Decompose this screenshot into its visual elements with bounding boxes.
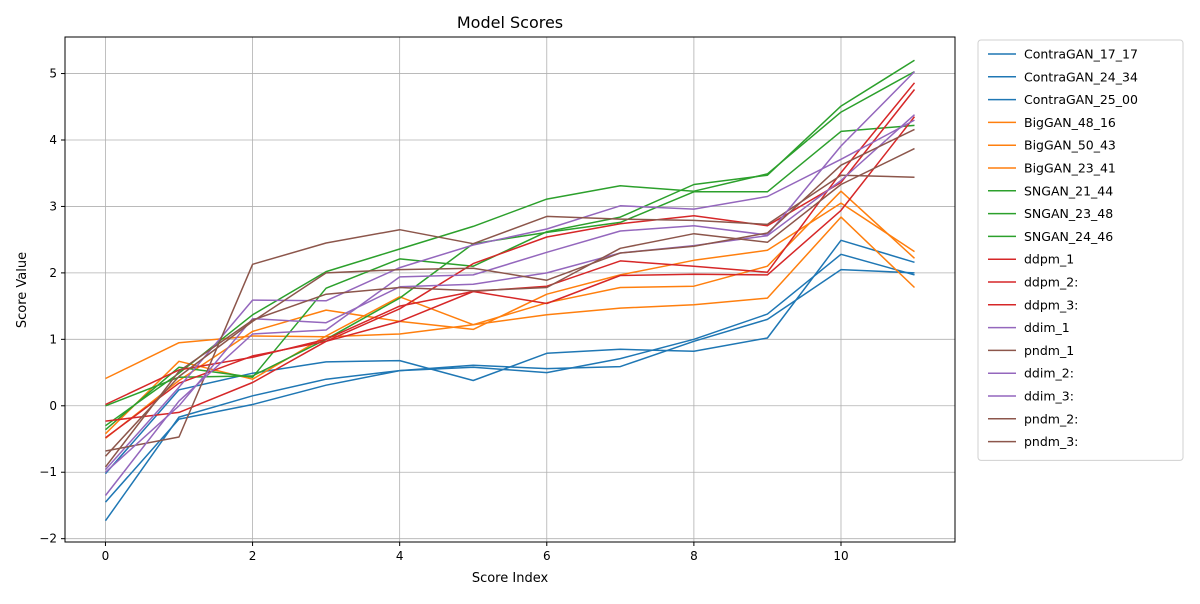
series-line-sngan-23-48 <box>105 70 915 427</box>
legend-label: SNGAN_24_46 <box>1024 229 1113 244</box>
legend-item: BigGAN_48_16 <box>988 115 1116 130</box>
legend-item: SNGAN_21_44 <box>988 183 1113 198</box>
legend-label: ContraGAN_25_00 <box>1024 92 1138 107</box>
plot-area-frame <box>64 36 956 543</box>
x-tick-label: 8 <box>690 549 698 563</box>
x-tick-label: 6 <box>543 549 551 563</box>
y-tick-label: 4 <box>49 133 57 147</box>
legend-label: ddim_2: <box>1024 366 1074 381</box>
legend-item: ddpm_2: <box>988 275 1078 290</box>
x-tick-label: 2 <box>249 549 257 563</box>
y-tick-label: 1 <box>49 332 57 346</box>
y-tick-label: 3 <box>49 199 57 213</box>
legend-label: pndm_3: <box>1024 434 1078 449</box>
legend-label: ddpm_2: <box>1024 275 1078 290</box>
legend-item: ddim_3: <box>988 389 1074 404</box>
legend-label: ddpm_3: <box>1024 297 1078 312</box>
legend-item: SNGAN_24_46 <box>988 229 1113 244</box>
series-line-pndm-3 <box>104 128 915 457</box>
y-axis-label: Score Value <box>15 252 30 328</box>
x-tick-label: 10 <box>833 549 848 563</box>
legend-label: pndm_1 <box>1024 343 1074 358</box>
legend-label: ContraGAN_17_17 <box>1024 47 1138 62</box>
legend-item: ddim_2: <box>988 366 1074 381</box>
chart-title: Model Scores <box>457 13 563 32</box>
legend-label: BigGAN_23_41 <box>1024 161 1116 176</box>
legend-item: pndm_2: <box>988 411 1078 426</box>
legend-item: ddpm_1 <box>988 252 1074 267</box>
series-line-ddim-3 <box>104 114 916 473</box>
legend-label: ddim_3: <box>1024 389 1074 404</box>
y-tick-label: 0 <box>49 399 57 413</box>
x-tick-label: 4 <box>396 549 404 563</box>
legend-label: SNGAN_23_48 <box>1024 206 1113 221</box>
series-line-ddim-2 <box>104 71 916 496</box>
x-tick-label: 0 <box>102 549 110 563</box>
legend-label: ddim_1 <box>1024 320 1070 335</box>
legend-label: pndm_2: <box>1024 411 1078 426</box>
legend-label: SNGAN_21_44 <box>1024 183 1113 198</box>
y-tick-label: 5 <box>49 67 57 81</box>
series-line-pndm-2 <box>104 147 915 468</box>
axis-ticks: 0 2 4 6 8 10 −2 −1 0 1 2 3 4 5 <box>39 67 848 563</box>
series-line-biggan-48-16 <box>105 216 916 380</box>
grid-lines <box>65 37 955 542</box>
legend-label: BigGAN_48_16 <box>1024 115 1116 130</box>
series-line-ddpm-3 <box>105 89 916 422</box>
series-line-contragan-24-34 <box>104 253 915 503</box>
legend-item: pndm_3: <box>988 434 1078 449</box>
legend-item: ContraGAN_25_00 <box>988 92 1138 107</box>
legend-item: ContraGAN_17_17 <box>988 47 1138 62</box>
series-line-pndm-1 <box>105 174 915 452</box>
legend-box <box>977 39 1184 461</box>
series-line-biggan-23-41 <box>105 202 915 439</box>
legend-item: ContraGAN_24_34 <box>988 69 1138 84</box>
legend-item: BigGAN_50_43 <box>988 138 1116 153</box>
legend-item: BigGAN_23_41 <box>988 161 1116 176</box>
legend-item: pndm_1 <box>988 343 1074 358</box>
y-tick-label: 2 <box>49 266 57 280</box>
legend: ContraGAN_17_17 ContraGAN_24_34 ContraGAN_… <box>977 39 1184 461</box>
legend-label: ContraGAN_24_34 <box>1024 69 1138 84</box>
legend-item: ddim_1 <box>988 320 1070 335</box>
legend-label: ddpm_1 <box>1024 252 1074 267</box>
series-line-ddpm-1 <box>105 116 916 406</box>
y-tick-label: −1 <box>39 465 57 479</box>
y-tick-label: −2 <box>39 532 57 546</box>
legend-item: SNGAN_23_48 <box>988 206 1113 221</box>
series-line-ddim-1 <box>104 119 915 471</box>
x-axis-label: Score Index <box>472 571 549 586</box>
legend-item: ddpm_3: <box>988 297 1078 312</box>
series-line-sngan-24-46 <box>105 124 915 407</box>
legend-label: BigGAN_50_43 <box>1024 138 1116 153</box>
series-lines <box>104 59 916 522</box>
